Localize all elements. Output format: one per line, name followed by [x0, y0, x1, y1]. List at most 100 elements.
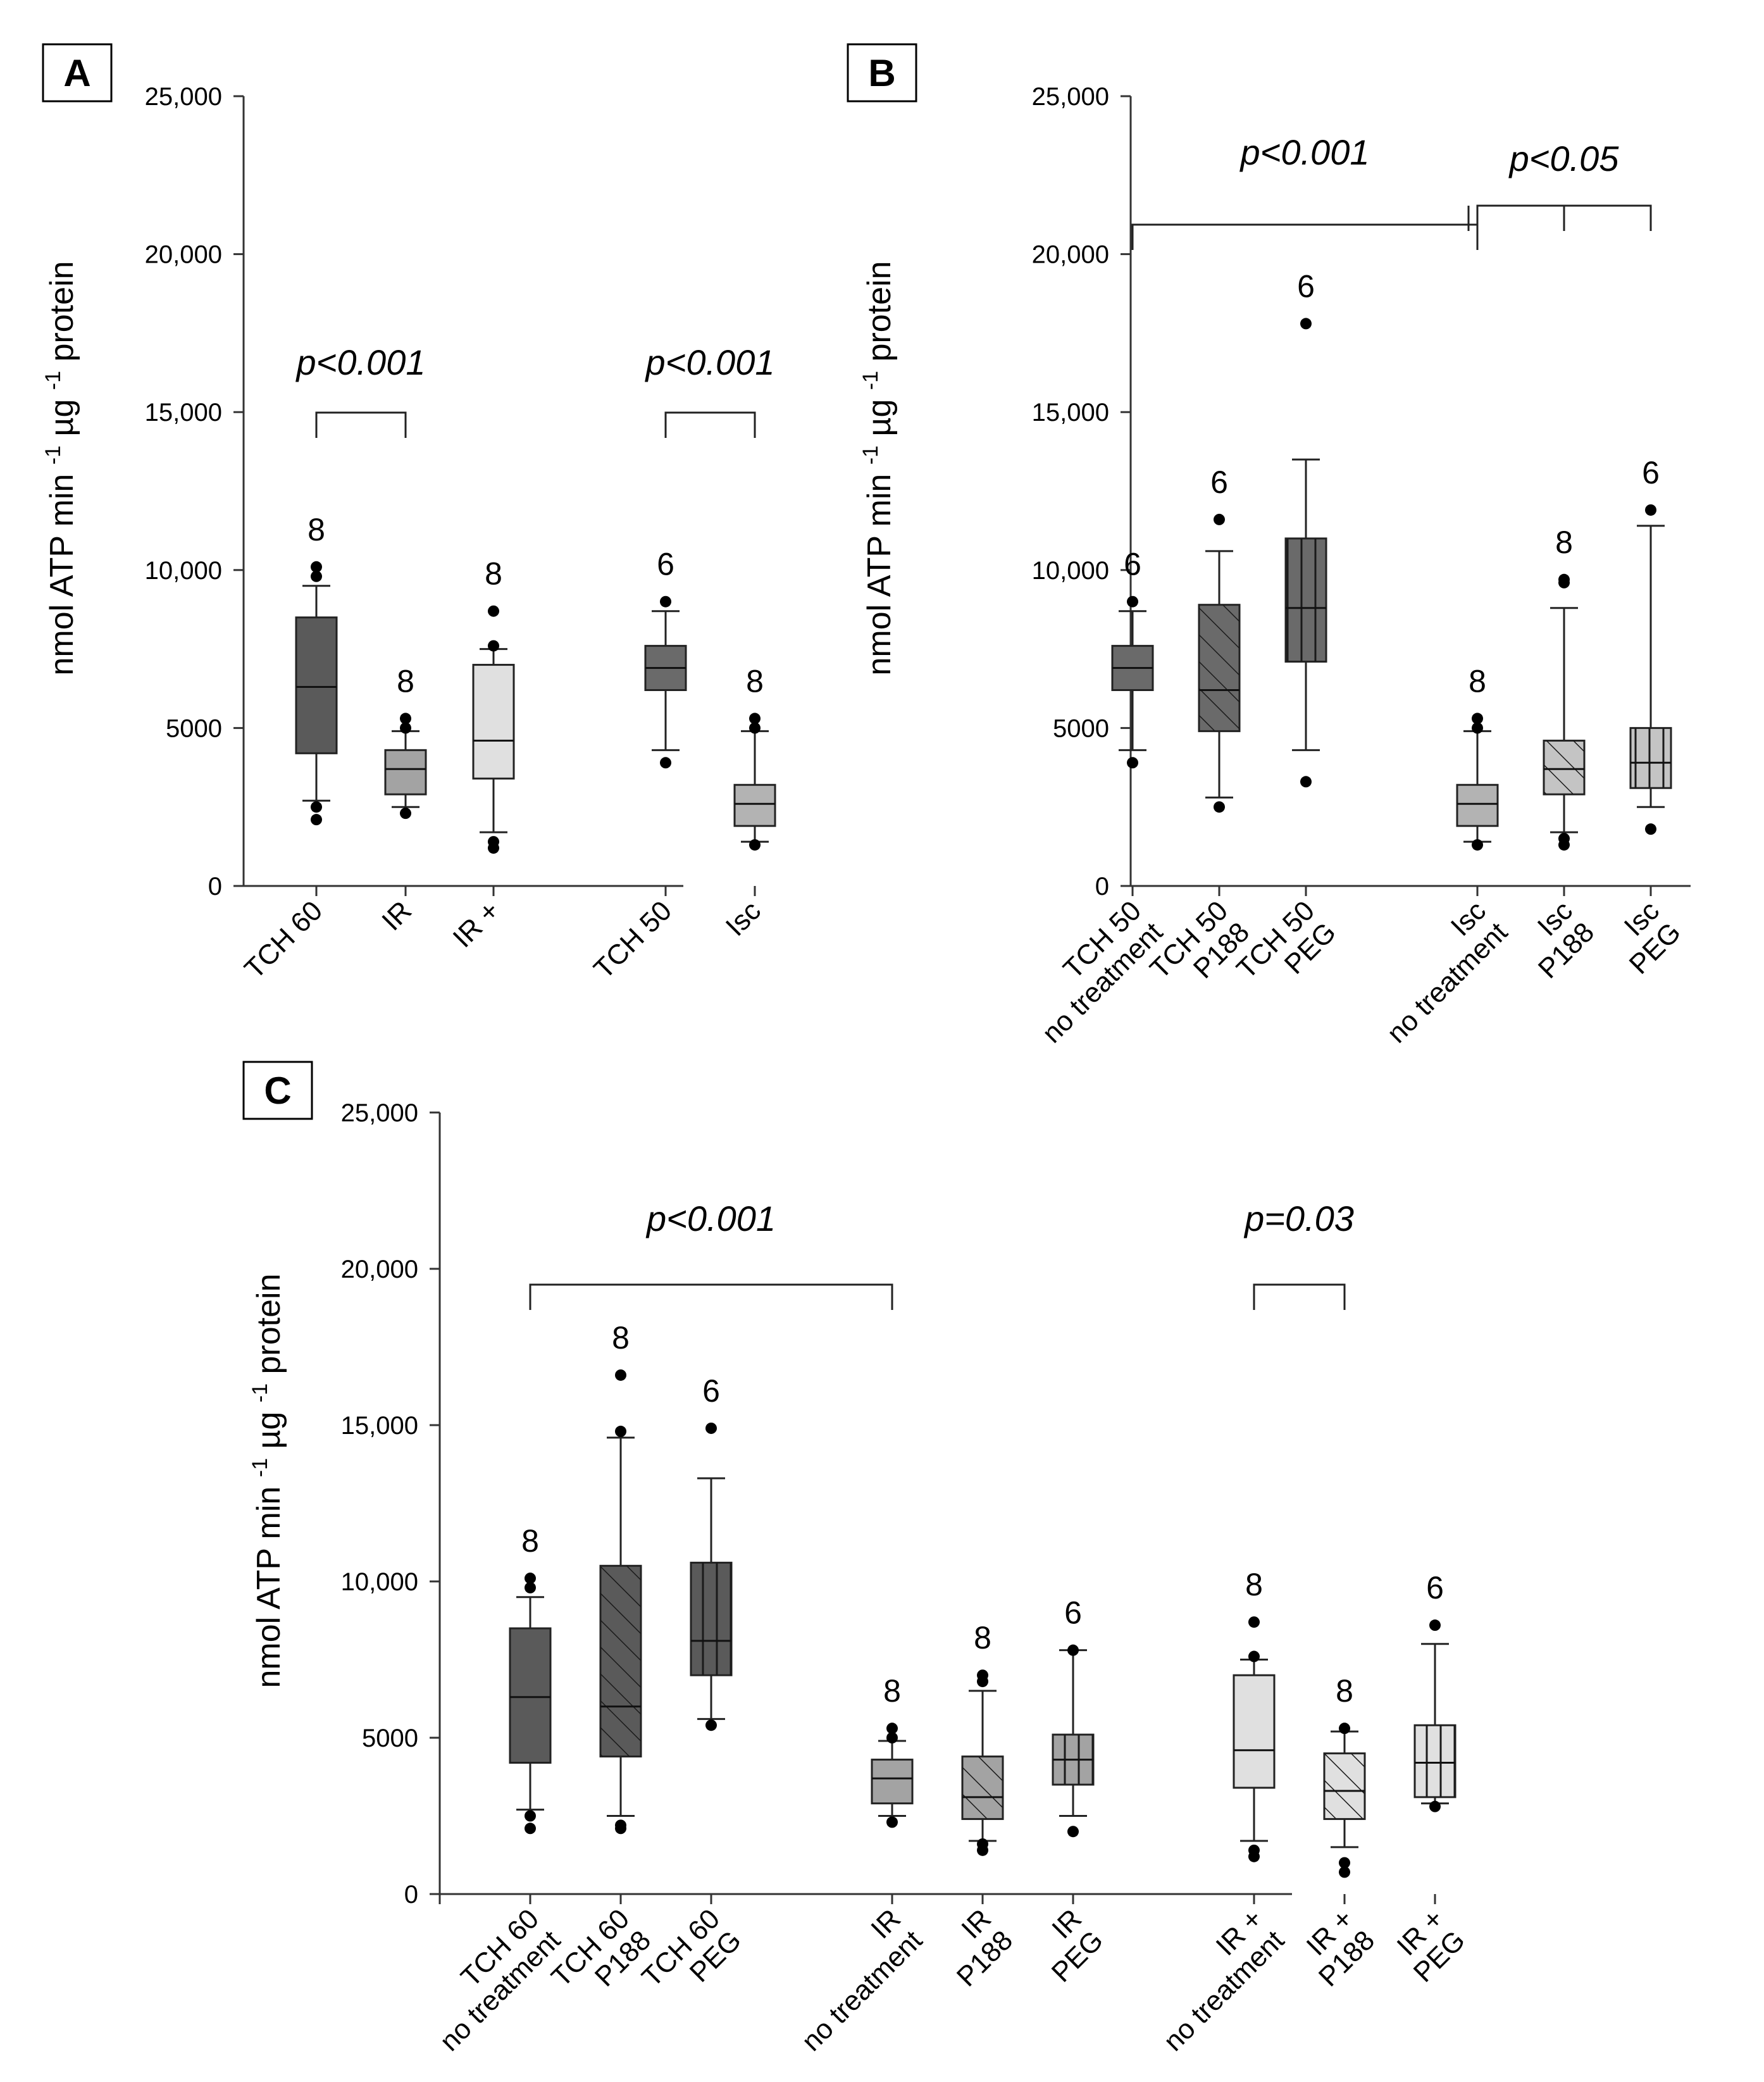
- outlier-point: [311, 570, 322, 582]
- x-category-label: IR +: [447, 895, 506, 954]
- outlier-point: [488, 605, 499, 617]
- outlier-point: [1067, 1644, 1079, 1656]
- outlier-point: [488, 640, 499, 652]
- panel-badge: [847, 43, 917, 103]
- y-tick-label: 20,000: [341, 1256, 418, 1283]
- box-group: 8 IR +: [447, 556, 515, 954]
- outlier-point: [977, 1669, 988, 1681]
- y-tick-label: 15,000: [1032, 399, 1109, 427]
- outlier-point: [1339, 1866, 1350, 1878]
- outlier-point: [1339, 1857, 1350, 1869]
- outlier-point: [705, 1719, 717, 1731]
- n-label: 8: [397, 663, 414, 699]
- bracket-line: [1476, 204, 1652, 231]
- y-tick-label: 0: [1095, 873, 1109, 901]
- outlier-point: [1429, 1800, 1441, 1812]
- n-label: 8: [974, 1620, 991, 1655]
- outlier-point: [886, 1816, 898, 1828]
- y-axis-label: nmol ATP min -1 µg -1 protein: [248, 1273, 287, 1688]
- n-label: 8: [883, 1673, 901, 1709]
- x-category-label: IR: [376, 895, 418, 937]
- box-hatch: [962, 1756, 1003, 1819]
- p-value-label: p<0.001: [1239, 132, 1370, 172]
- bracket-line: [664, 411, 756, 438]
- bracket-line: [1253, 1283, 1346, 1310]
- y-tick-label: 5000: [1053, 714, 1109, 742]
- box-hatch: [1199, 604, 1239, 732]
- significance-bracket: p<0.05: [1476, 139, 1619, 231]
- outlier-point: [749, 722, 761, 734]
- n-label: 8: [307, 512, 325, 547]
- outlier-point: [1429, 1619, 1441, 1631]
- outlier-point: [1248, 1844, 1260, 1856]
- box-hatch: [1544, 740, 1584, 795]
- y-tick-label: 5000: [166, 714, 222, 742]
- box-group: 8IR +P188: [1300, 1673, 1381, 1993]
- outlier-point: [1127, 757, 1138, 769]
- outlier-point: [1645, 823, 1656, 835]
- outlier-point: [1558, 833, 1570, 845]
- box: [1456, 783, 1499, 827]
- y-tick-label: 20,000: [145, 241, 222, 269]
- outlier-point: [1127, 595, 1138, 608]
- box-hatch: [1286, 538, 1326, 662]
- x-category-label: PEG: [1046, 1924, 1109, 1988]
- outlier-point: [1558, 573, 1570, 585]
- x-category-label: no treatment: [796, 1924, 928, 2057]
- outlier-point: [311, 561, 322, 573]
- outlier-point: [1248, 1616, 1260, 1628]
- y-tick-label: 10,000: [1032, 557, 1109, 585]
- outlier-point: [525, 1581, 536, 1593]
- panel-letter: B: [868, 52, 895, 94]
- n-label: 8: [612, 1320, 630, 1356]
- panel-letter: A: [63, 52, 90, 94]
- bracket-line: [315, 411, 407, 438]
- box: [1233, 1674, 1276, 1789]
- x-category-label: no treatment: [1381, 916, 1513, 1049]
- x-category-label: TCH 60: [239, 895, 328, 985]
- y-tick-label: 0: [208, 873, 222, 901]
- panel-a: A 0 5000 10,000 15,000 20,000 25,000 nmol ATP m…: [41, 43, 776, 985]
- outlier-point: [977, 1838, 988, 1850]
- box: [733, 783, 776, 827]
- box-hatch: [1324, 1753, 1365, 1819]
- y-tick-label: 15,000: [341, 1412, 418, 1440]
- box-hatch: [1630, 728, 1671, 789]
- panel-badge: [242, 1061, 313, 1120]
- box-group: 8 Isc: [720, 663, 776, 942]
- outlier-point: [400, 722, 411, 734]
- bracket-line: [1131, 223, 1479, 250]
- y-axis-label: nmol ATP min -1 µg -1 protein: [41, 261, 80, 675]
- outlier-point: [1214, 513, 1225, 525]
- box-group: 6IR +PEG: [1391, 1570, 1471, 1988]
- x-category-label: TCH 50: [588, 895, 678, 985]
- significance-bracket: p<0.001: [645, 342, 774, 438]
- outlier-point: [749, 713, 761, 725]
- significance-bracket: p<0.001: [295, 342, 425, 438]
- outlier-point: [1214, 801, 1225, 813]
- outlier-point: [1300, 318, 1312, 330]
- n-label: 8: [1336, 1673, 1353, 1709]
- outlier-point: [705, 1422, 717, 1434]
- panel-letter: C: [264, 1069, 291, 1112]
- outlier-point: [615, 1369, 626, 1381]
- y-tick-label: 5000: [362, 1724, 418, 1752]
- y-tick-label: 10,000: [145, 557, 222, 585]
- box-hatch: [1415, 1725, 1455, 1797]
- outlier-point: [400, 713, 411, 725]
- n-label: 8: [1469, 663, 1486, 699]
- box-group: 8 IR: [376, 663, 427, 937]
- box-group: 8IR +no treatment: [1158, 1567, 1290, 2057]
- outlier-point: [1472, 722, 1483, 734]
- outlier-point: [1645, 504, 1656, 516]
- outlier-point: [886, 1732, 898, 1743]
- n-label: 8: [521, 1523, 539, 1559]
- significance-bracket: p<0.001: [529, 1199, 893, 1310]
- n-label: 8: [485, 556, 502, 592]
